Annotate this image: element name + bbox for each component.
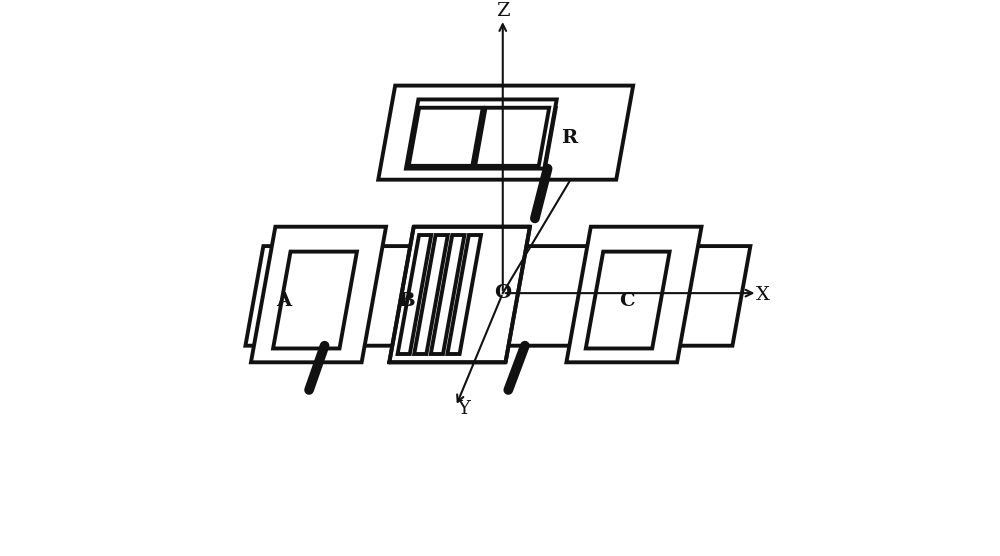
Text: R: R	[561, 129, 577, 147]
Polygon shape	[251, 227, 386, 363]
Polygon shape	[378, 86, 633, 180]
Polygon shape	[245, 246, 750, 346]
Polygon shape	[398, 235, 431, 354]
Polygon shape	[414, 235, 448, 354]
Text: B: B	[398, 292, 414, 310]
Text: A: A	[277, 292, 292, 310]
Text: O: O	[494, 284, 511, 301]
Polygon shape	[431, 235, 464, 354]
Text: Z: Z	[496, 2, 510, 20]
Polygon shape	[389, 227, 530, 363]
Polygon shape	[406, 100, 557, 168]
Polygon shape	[409, 108, 483, 166]
Polygon shape	[447, 235, 481, 354]
Text: X: X	[756, 286, 770, 304]
Polygon shape	[566, 227, 702, 363]
Text: Y: Y	[458, 400, 470, 418]
Polygon shape	[475, 108, 549, 166]
Text: C: C	[619, 292, 635, 310]
Polygon shape	[586, 252, 670, 349]
Polygon shape	[273, 252, 357, 349]
